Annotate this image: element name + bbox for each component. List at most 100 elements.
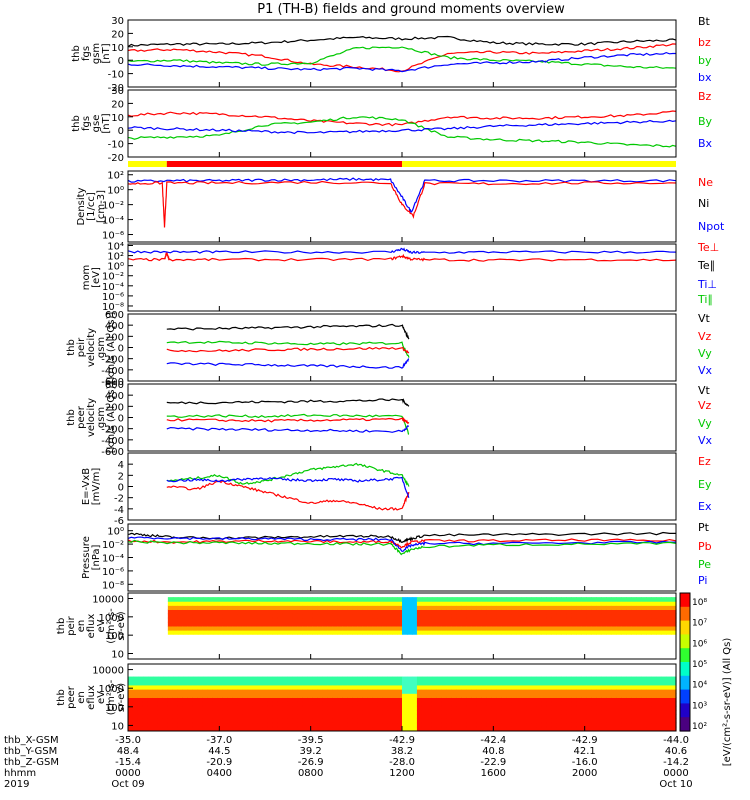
colorbar-cell <box>680 685 690 691</box>
spectrogram-cell <box>631 689 637 694</box>
spectrogram-cell <box>377 701 383 707</box>
spectrogram-cell <box>461 722 468 728</box>
spectrogram-cell <box>626 693 632 698</box>
spectrogram-cell <box>431 693 438 698</box>
spectrogram-cell <box>247 689 254 694</box>
y-tick-label: 10 <box>111 721 124 732</box>
spectrogram-cell <box>656 601 662 606</box>
spectrogram-cell <box>426 621 433 627</box>
spectrogram-cell <box>451 684 458 690</box>
spectrogram-cell <box>397 701 403 707</box>
y-tick-label: 10⁰ <box>107 186 124 197</box>
spectrogram-cell <box>347 714 353 719</box>
spectrogram-cell <box>197 722 204 728</box>
spectrogram-cell <box>526 597 533 602</box>
spectrogram-cell <box>581 613 587 619</box>
spectrogram-cell <box>446 726 453 732</box>
spectrogram-cell <box>272 617 279 623</box>
spectrogram-cell <box>282 693 289 698</box>
spectrogram-cell <box>561 605 567 610</box>
y-tick-label: 200 <box>105 332 124 343</box>
spectrogram-cell <box>431 710 438 715</box>
x-cell-label: 0400 <box>207 768 232 779</box>
spectrogram-cell <box>646 697 652 703</box>
x-axis-table: thb_X-GSMthb_Y-GSMthb_Z-GSMhhmm2019-35.0… <box>4 735 693 790</box>
y-axis-label-line: gsm <box>96 407 107 428</box>
spectrogram-cell <box>466 597 473 602</box>
spectrogram-cell <box>197 613 204 619</box>
spectrogram-cell <box>496 714 503 719</box>
spectrogram-cell <box>367 605 373 610</box>
spectrogram-cell <box>317 597 323 602</box>
spectrogram-cell <box>267 617 274 623</box>
spectrogram-cell <box>327 676 333 682</box>
series-line-Vt <box>166 398 410 407</box>
spectrogram-cell <box>292 697 298 703</box>
spectrogram-cell <box>277 613 284 619</box>
spectrogram-cell <box>342 697 348 703</box>
spectrogram-cell <box>302 710 308 715</box>
spectrogram-cell <box>252 613 259 619</box>
y-tick-label: 100 <box>105 631 124 642</box>
y-axis-label-line: thb <box>66 409 77 426</box>
spectrogram-cell <box>646 630 652 635</box>
spectrogram-cell <box>466 726 473 732</box>
spectrogram-cell <box>307 676 313 682</box>
spectrogram-cell <box>222 689 229 694</box>
spectrogram-cell <box>431 605 438 610</box>
spectrogram-cell <box>516 693 523 698</box>
spectrogram-cell <box>416 605 423 610</box>
spectrogram-cell <box>292 726 298 732</box>
spectrogram-cell <box>357 676 363 682</box>
spectrogram-cell <box>247 705 254 711</box>
spectrogram-cell <box>207 609 214 615</box>
spectrogram-cell <box>267 718 274 724</box>
spectrogram-cell <box>332 705 338 711</box>
spectrogram-cell <box>312 617 318 623</box>
spectrogram-cell <box>506 701 513 707</box>
spectrogram-cell <box>172 701 179 707</box>
spectrogram-cell <box>242 726 249 732</box>
spectrogram-cell <box>272 609 279 615</box>
spectrogram-cell <box>651 605 657 610</box>
spectrogram-cell <box>267 722 274 728</box>
spectrogram-cell <box>601 680 607 686</box>
spectrogram-cell <box>137 705 144 711</box>
spectrogram-cell <box>362 684 368 690</box>
spectrogram-cell <box>197 626 204 631</box>
spectrogram-cell <box>227 684 234 690</box>
spectrogram-cell <box>461 693 468 698</box>
spectrogram-cell <box>576 621 582 627</box>
spectrogram-cell <box>377 597 383 602</box>
spectrogram-cell <box>646 714 652 719</box>
spectrogram-cell <box>262 680 269 686</box>
x-cell-label: Oct 09 <box>111 779 144 790</box>
spectrogram-cell <box>312 621 318 627</box>
spectrogram-cell <box>471 621 478 627</box>
spectrogram-cell <box>481 626 488 631</box>
spectrogram-cell <box>646 726 652 732</box>
spectrogram-cell <box>147 705 154 711</box>
spectrogram-cell <box>387 626 393 631</box>
colorbar-cell <box>680 597 690 603</box>
spectrogram-cell <box>626 714 632 719</box>
spectrogram-cell <box>217 705 224 711</box>
spectrogram-cell <box>591 684 597 690</box>
spectrogram-cell <box>167 613 174 619</box>
spectrogram-cell <box>372 689 378 694</box>
spectrogram-cell <box>651 597 657 602</box>
spectrogram-cell <box>471 705 478 711</box>
spectrogram-cell <box>436 701 443 707</box>
spectrogram-cell <box>322 621 328 627</box>
spectrogram-cell <box>247 718 254 724</box>
spectrogram-cell <box>282 601 289 606</box>
spectrogram-cell <box>506 609 513 615</box>
spectrogram-cell <box>327 597 333 602</box>
spectrogram-cell <box>297 605 303 610</box>
legend-by: by <box>698 54 712 67</box>
y-axis-label-line: Density <box>76 187 87 225</box>
spectrogram-cell <box>626 630 632 635</box>
spectrogram-cell <box>157 718 164 724</box>
spectrogram-cell <box>651 601 657 606</box>
